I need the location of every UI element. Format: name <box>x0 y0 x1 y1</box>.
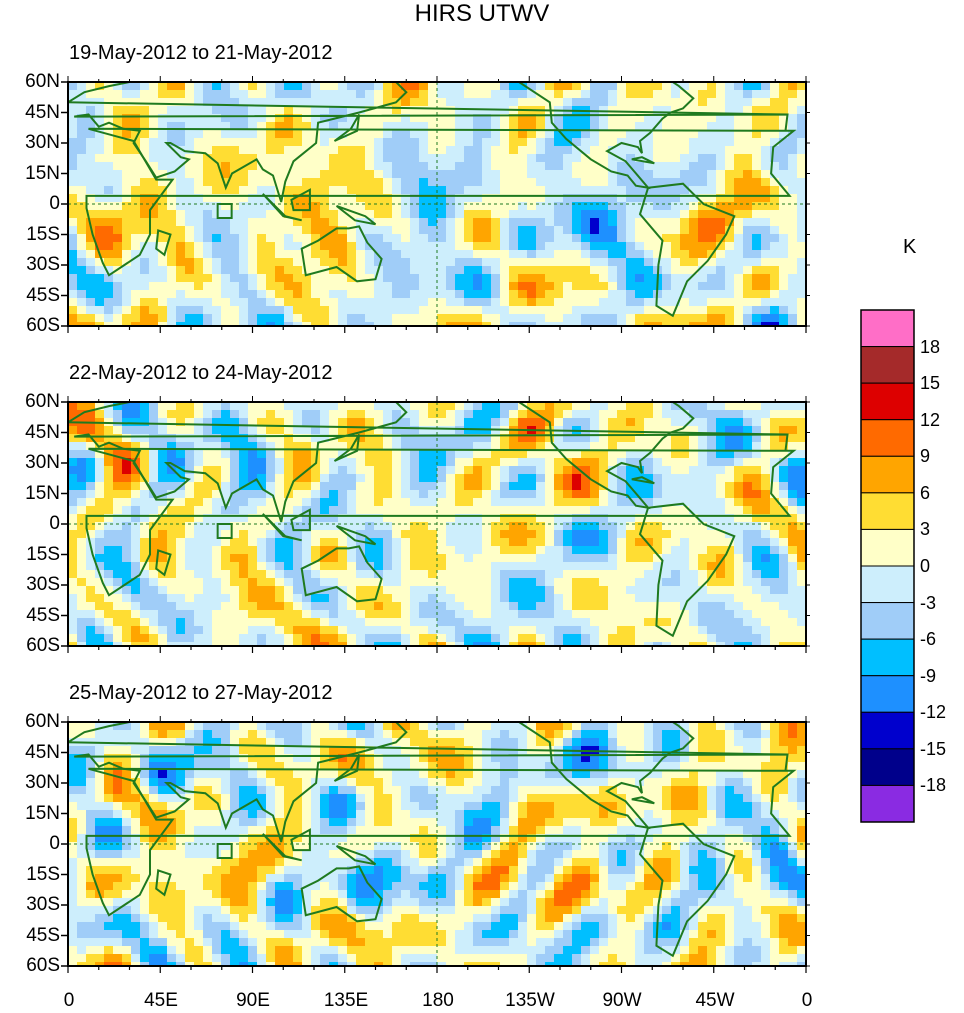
colorbar-tick-label: -3 <box>920 592 937 613</box>
lat-label-2-3: 15N <box>25 482 60 504</box>
lat-label-1-5: 15S <box>26 223 60 245</box>
colorbar <box>860 309 915 823</box>
colorbar-swatch <box>860 346 915 384</box>
lon-label-90e: 90E <box>236 990 270 1011</box>
lat-label-2-5: 15S <box>26 543 60 565</box>
colorbar-tick-label: -9 <box>920 665 937 686</box>
colorbar-unit: K <box>903 236 917 258</box>
colorbar-tick-label: 6 <box>920 482 931 503</box>
lat-label-1-4: 0 <box>49 193 60 214</box>
lon-label-180: 180 <box>422 990 454 1011</box>
colorbar-swatch <box>860 309 915 348</box>
lat-label-3-6: 30S <box>26 894 60 915</box>
lat-label-2-0: 60N <box>25 391 60 412</box>
lon-label-135w: 135W <box>505 990 555 1011</box>
colorbar-swatch <box>860 784 915 823</box>
lat-label-2-4: 0 <box>49 513 60 534</box>
lat-label-1-2: 30N <box>25 132 60 153</box>
colorbar-swatch <box>860 711 915 750</box>
colorbar-tick-label: -18 <box>920 775 947 796</box>
lat-label-2-1: 45N <box>25 421 60 443</box>
lat-label-3-2: 30N <box>25 772 60 793</box>
colorbar-swatch <box>860 602 915 640</box>
lat-label-3-7: 45S <box>26 924 60 946</box>
lat-label-1-8: 60S <box>26 315 60 336</box>
colorbar-tick-label: 18 <box>920 336 941 357</box>
colorbar-swatch <box>860 528 915 567</box>
lat-label-3-0: 60N <box>25 711 60 732</box>
lat-label-3-4: 0 <box>49 833 60 854</box>
lon-label-0-end: 0 <box>801 990 813 1011</box>
anomaly-field <box>68 82 806 326</box>
colorbar-tick-label: -6 <box>920 629 937 650</box>
lat-label-3-3: 15N <box>25 802 60 824</box>
colorbar-swatch <box>860 419 915 457</box>
colorbar-swatch <box>860 675 915 713</box>
lon-label-45w: 45W <box>695 990 735 1011</box>
colorbar-swatch <box>860 565 915 604</box>
panel-1-title: 19-May-2012 to 21-May-2012 <box>69 42 333 64</box>
map-panel-2 <box>61 396 810 653</box>
lat-label-1-0: 60N <box>25 71 60 92</box>
colorbar-tick-label: 0 <box>920 556 931 576</box>
lat-label-3-1: 45N <box>25 741 60 763</box>
lat-label-1-6: 30S <box>26 254 60 275</box>
lon-label-45e: 45E <box>144 990 178 1011</box>
colorbar-swatch <box>860 748 915 786</box>
lon-label-135e: 135E <box>323 990 369 1011</box>
lat-label-2-6: 30S <box>26 574 60 595</box>
lat-label-1-1: 45N <box>25 101 60 123</box>
lat-label-2-8: 60S <box>26 635 60 656</box>
lat-label-3-5: 15S <box>26 863 60 885</box>
colorbar-swatch <box>860 455 915 494</box>
colorbar-tick-label: 12 <box>920 409 941 430</box>
panel-2-title: 22-May-2012 to 24-May-2012 <box>69 362 333 384</box>
lat-label-2-2: 30N <box>25 452 60 473</box>
colorbar-tick-label: 3 <box>920 519 931 540</box>
colorbar-tick-label: -12 <box>920 702 947 723</box>
lat-label-1-3: 15N <box>25 162 60 184</box>
colorbar-tick-label: -15 <box>920 738 947 759</box>
figure-title: HIRS UTWV <box>414 0 550 27</box>
lat-label-3-8: 60S <box>26 955 60 976</box>
lat-label-2-7: 45S <box>26 604 60 626</box>
colorbar-tick-label: 15 <box>920 373 941 394</box>
colorbar-swatch <box>860 492 915 530</box>
panel-3-title: 25-May-2012 to 27-May-2012 <box>69 682 333 704</box>
lat-label-1-7: 45S <box>26 284 60 306</box>
colorbar-tick-label: 9 <box>920 446 931 467</box>
lon-label-90w: 90W <box>602 990 642 1011</box>
lon-label-0: 0 <box>63 990 75 1011</box>
map-panel-3 <box>61 716 810 973</box>
colorbar-swatch <box>860 382 915 421</box>
map-panel-1 <box>61 76 810 333</box>
colorbar-swatch <box>860 638 915 677</box>
colorbar-frame <box>860 309 915 823</box>
